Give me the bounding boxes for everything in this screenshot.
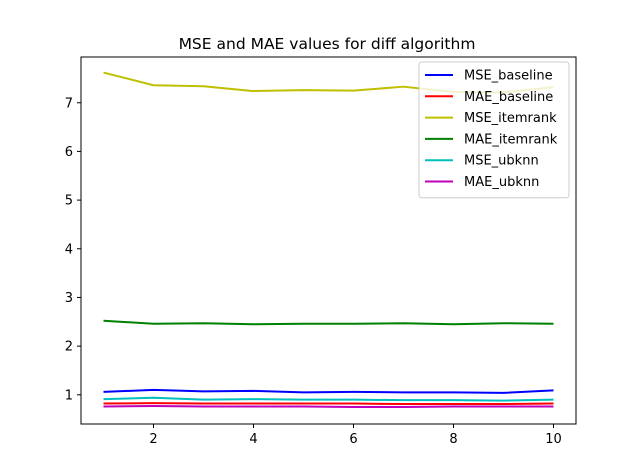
x-tick-label: 4	[249, 432, 257, 447]
legend-label: MSE_itemrank	[464, 111, 557, 126]
y-tick-label: 2	[65, 340, 73, 355]
legend-box	[418, 61, 570, 199]
legend: MSE_baseline MAE_baseline MSE_itemrank MAE_…	[418, 61, 570, 199]
y-tick-label: 3	[65, 291, 73, 306]
series-line-mae-ubknn	[103, 404, 554, 408]
x-tick-label: 2	[149, 432, 157, 447]
legend-label: MAE_baseline	[464, 90, 553, 105]
y-tick-label: 1	[65, 388, 73, 403]
series-line-mse-ubknn	[103, 396, 554, 402]
y-tick-label: 6	[65, 145, 73, 160]
chart-title: MSE and MAE values for diff algorithm	[179, 35, 476, 53]
x-tick-label: 6	[349, 432, 357, 447]
series-layer	[103, 71, 554, 408]
series-line-mae-itemrank	[103, 319, 554, 326]
legend-label: MSE_ubknn	[464, 154, 539, 169]
legend-label: MAE_ubknn	[464, 175, 539, 190]
legend-label: MSE_baseline	[464, 69, 553, 84]
x-tick-label: 8	[449, 432, 457, 447]
legend-label: MAE_itemrank	[464, 132, 558, 147]
y-tick-label: 7	[65, 96, 73, 111]
plot-frame	[80, 56, 577, 425]
series-line-mae-baseline	[103, 402, 554, 406]
series-line-mse-baseline	[103, 388, 554, 394]
x-tick-label: 10	[545, 432, 562, 447]
y-tick-label: 5	[65, 194, 73, 209]
y-tick-label: 4	[65, 242, 73, 257]
